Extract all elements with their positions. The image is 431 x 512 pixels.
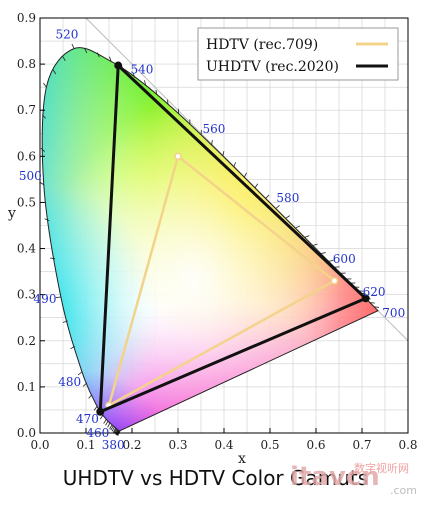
locus-tick (321, 253, 326, 254)
locus-tick (244, 173, 246, 177)
locus-tick (106, 421, 109, 425)
locus-tick (234, 162, 236, 167)
wavelength-label: 620 (363, 285, 386, 299)
x-tick-label: 0.8 (398, 438, 417, 452)
wavelength-label: 490 (34, 292, 57, 306)
locus-tick (266, 195, 269, 199)
series-point (175, 153, 181, 159)
wavelength-label: 380 (102, 438, 125, 452)
x-axis-label: x (238, 451, 246, 467)
wavelength-label: 480 (58, 375, 81, 389)
locus-tick (104, 419, 107, 423)
y-tick-label: 0.6 (17, 149, 36, 163)
wavelength-label: 600 (333, 252, 356, 266)
watermark-domain: .com (390, 484, 417, 497)
x-tick-label: 0.1 (76, 438, 95, 452)
y-tick-label: 0.8 (17, 57, 36, 71)
x-tick-label: 0.2 (122, 438, 141, 452)
x-tick-label: 0.6 (306, 438, 325, 452)
x-tick-label: 0.7 (352, 438, 371, 452)
watermark: itavcn 数字视听网 .com (290, 462, 380, 492)
series-point (331, 278, 337, 284)
locus-tick (56, 297, 61, 298)
x-tick-label: 0.3 (168, 438, 187, 452)
locus-tick (276, 205, 280, 208)
y-axis-label: y (7, 206, 16, 222)
locus-tick (43, 83, 46, 87)
wavelength-label: 700 (382, 306, 405, 320)
y-tick-label: 0.2 (17, 334, 36, 348)
y-tick-label: 0.0 (17, 426, 36, 440)
locus-tick (72, 44, 74, 48)
locus-tick (295, 226, 299, 228)
x-tick-label: 0.4 (214, 438, 233, 452)
x-tick-label: 0.5 (260, 438, 279, 452)
wavelength-label: 470 (76, 412, 99, 426)
locus-tick (286, 216, 290, 219)
wavelength-label: 580 (276, 191, 299, 205)
wavelength-label: 460 (86, 426, 109, 440)
locus-tick (255, 184, 258, 188)
series-point (115, 62, 121, 68)
locus-tick (313, 244, 318, 245)
wavelength-label: 520 (55, 27, 78, 41)
y-tick-label: 0.4 (17, 242, 36, 256)
y-tick-label: 0.5 (17, 195, 36, 209)
y-tick-label: 0.9 (17, 11, 36, 25)
legend-label: HDTV (rec.709) (206, 37, 318, 53)
legend-label: UHDTV (rec.2020) (206, 59, 339, 75)
y-tick-label: 0.1 (17, 380, 36, 394)
x-tick-label: 0.0 (30, 438, 49, 452)
watermark-subtitle: 数字视听网 (354, 460, 409, 476)
legend: HDTV (rec.709) UHDTV (rec.2020) (198, 28, 398, 80)
locus-tick (305, 236, 310, 238)
wavelength-label: 500 (19, 169, 42, 183)
y-tick-label: 0.7 (17, 103, 36, 117)
locus-tick (89, 395, 92, 399)
wavelength-label: 540 (130, 63, 153, 77)
wavelength-label: 560 (202, 122, 225, 136)
